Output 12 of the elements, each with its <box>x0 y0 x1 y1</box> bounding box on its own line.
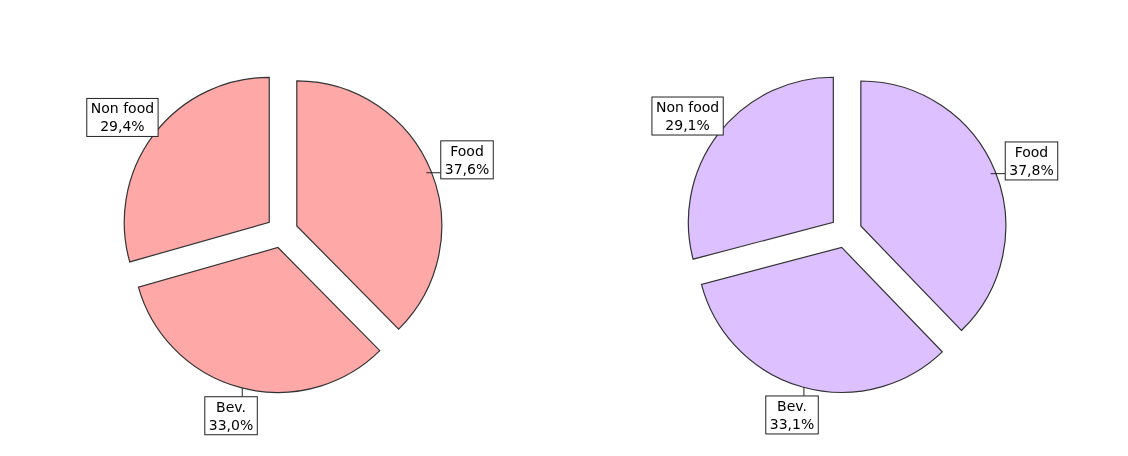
slice-label: Food <box>1014 143 1049 160</box>
data-label: 37,8% <box>1009 161 1054 178</box>
slice-label: Bev. <box>777 397 807 414</box>
data-label: 29,4% <box>100 118 145 135</box>
slice-label: Food <box>450 142 484 159</box>
slice-label: Non food <box>90 100 155 117</box>
data-label: 29,1% <box>665 117 710 134</box>
data-label: 33,0% <box>208 416 254 433</box>
data-label: 33,1% <box>769 415 815 432</box>
data-label: 37,6% <box>444 160 490 177</box>
slice-label: Bev. <box>216 398 246 415</box>
slice-label: Non food <box>655 99 720 116</box>
